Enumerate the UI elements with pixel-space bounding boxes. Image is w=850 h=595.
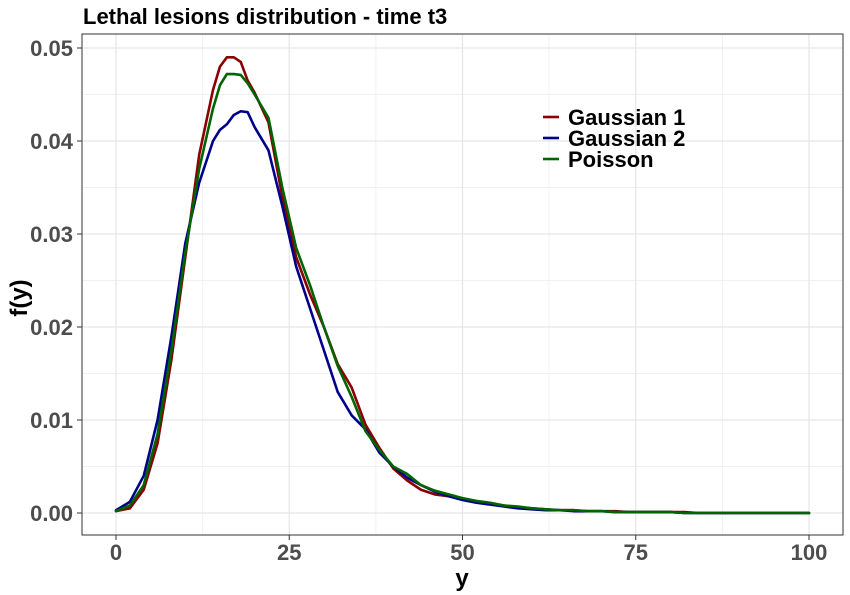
x-tick-label: 25 bbox=[277, 540, 301, 565]
y-tick-label: 0.04 bbox=[30, 129, 74, 154]
y-tick-label: 0.01 bbox=[30, 408, 73, 433]
y-axis-title: f(y) bbox=[6, 279, 33, 316]
series-lines bbox=[114, 56, 811, 515]
x-axis: 0 25 50 75 100 bbox=[110, 535, 827, 565]
legend-label-gaussian-2: Gaussian 2 bbox=[568, 126, 685, 151]
x-tick-label: 75 bbox=[624, 540, 648, 565]
y-axis: 0.00 0.01 0.02 0.03 0.04 0.05 bbox=[30, 36, 82, 526]
legend-label-gaussian-1: Gaussian 1 bbox=[568, 105, 685, 130]
series-line-poisson bbox=[114, 72, 811, 515]
legend-label-poisson: Poisson bbox=[568, 147, 654, 172]
grid-major bbox=[82, 34, 843, 535]
x-tick-label: 50 bbox=[450, 540, 474, 565]
x-tick-label: 0 bbox=[110, 540, 122, 565]
y-tick-label: 0.02 bbox=[30, 315, 73, 340]
y-tick-label: 0.05 bbox=[30, 36, 73, 61]
y-tick-label: 0.00 bbox=[30, 501, 73, 526]
y-tick-label: 0.03 bbox=[30, 222, 73, 247]
x-tick-label: 100 bbox=[791, 540, 828, 565]
chart-title: Lethal lesions distribution - time t3 bbox=[83, 4, 447, 29]
x-axis-title: y bbox=[455, 565, 469, 592]
